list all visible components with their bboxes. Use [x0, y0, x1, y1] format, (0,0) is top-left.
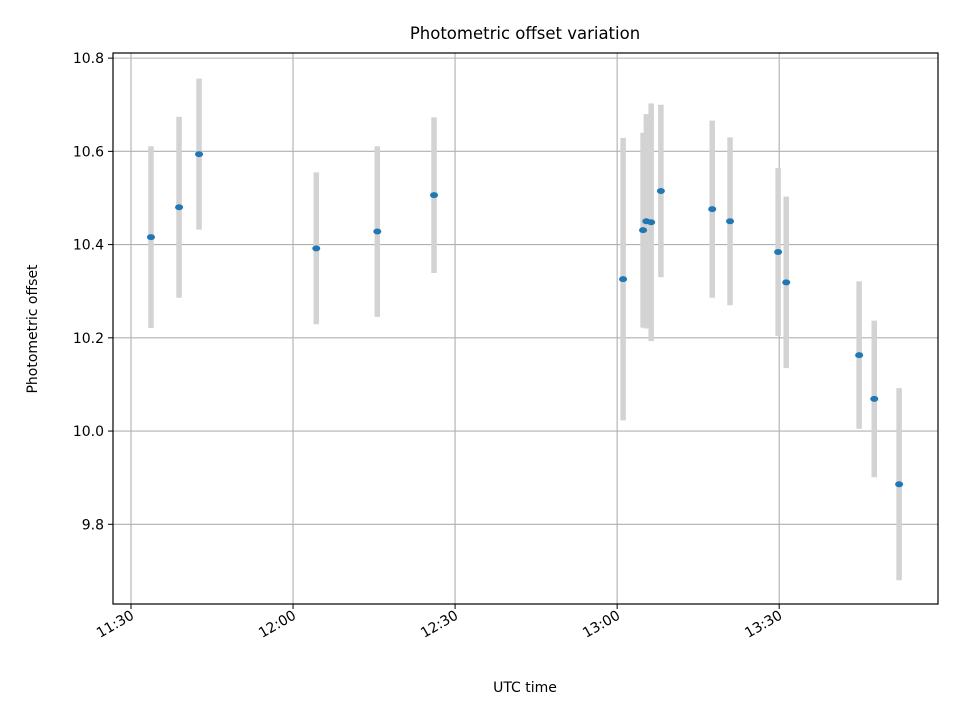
- x-axis-ticks: 11:30 12:00 12:30 13:00 13:30: [94, 604, 785, 642]
- y-tick-label: 10.4: [73, 238, 104, 254]
- data-point: [895, 481, 904, 488]
- data-point: [639, 227, 648, 234]
- y-tick-label: 10.8: [73, 51, 104, 67]
- data-point: [656, 187, 665, 194]
- x-tick-label: 13:00: [580, 608, 623, 642]
- x-tick-label: 13:30: [742, 608, 785, 642]
- y-tick-label: 10.0: [73, 424, 104, 440]
- data-point: [782, 279, 791, 286]
- grid: [113, 53, 938, 604]
- x-tick-label: 12:00: [256, 608, 299, 642]
- data-point: [855, 352, 864, 359]
- chart-title: Photometric offset variation: [410, 24, 640, 43]
- data-point: [647, 219, 656, 226]
- x-axis-label: UTC time: [493, 680, 557, 696]
- data-point: [430, 192, 439, 199]
- data-point: [175, 204, 184, 211]
- data-point: [195, 151, 204, 158]
- y-axis-ticks: 9.8 10.0 10.2 10.4 10.6 10.8: [73, 51, 113, 533]
- data-point: [312, 245, 321, 252]
- data-point: [774, 249, 783, 256]
- y-tick-label: 10.2: [73, 331, 104, 347]
- data-point: [373, 228, 382, 235]
- data-point: [870, 395, 879, 402]
- error-bars: [148, 78, 902, 581]
- x-tick-label: 12:30: [418, 608, 461, 642]
- y-tick-label: 9.8: [82, 517, 104, 533]
- y-axis-label: Photometric offset: [25, 264, 41, 394]
- plot-frame: [112, 52, 939, 605]
- data-point: [708, 206, 717, 213]
- data-point: [619, 276, 628, 283]
- y-tick-label: 10.6: [73, 144, 104, 160]
- data-points: [146, 151, 904, 488]
- data-point: [726, 218, 735, 225]
- data-point: [146, 234, 155, 241]
- x-tick-label: 11:30: [94, 608, 137, 642]
